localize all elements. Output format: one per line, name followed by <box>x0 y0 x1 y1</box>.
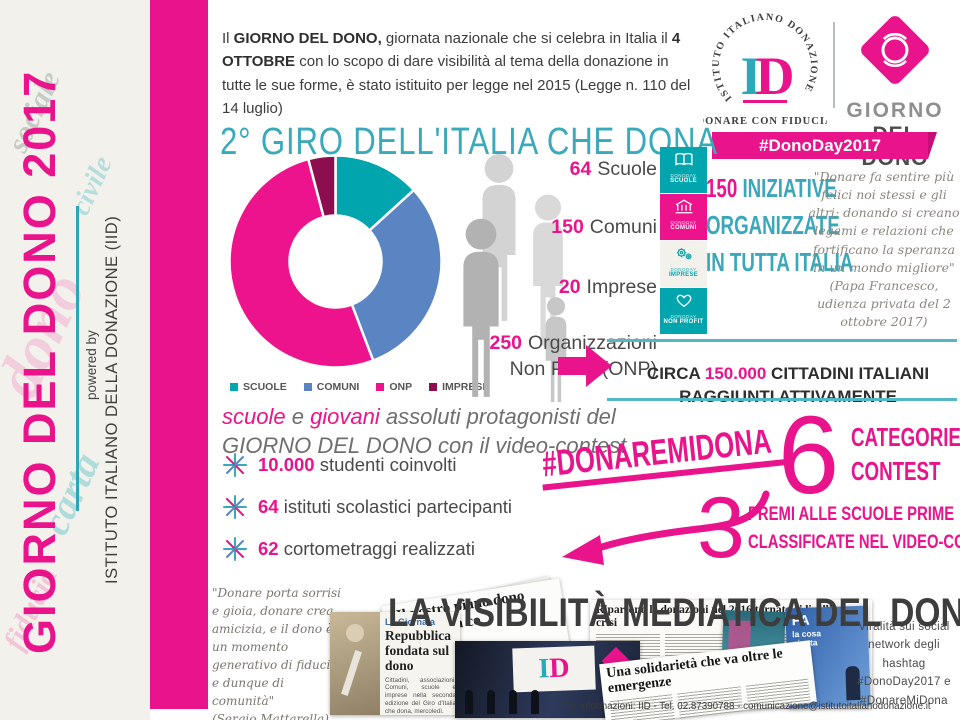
badge-donoday-imprese: DONODAY IMPRESE <box>660 241 707 287</box>
gears-icon <box>676 248 691 260</box>
footer-contact-info: Per informazioni: IID - Tel. 02.87390788… <box>562 701 931 712</box>
organization-name-vertical: ISTITUTO ITALIANO DELLA DONAZIONE (IID) <box>103 215 121 585</box>
contest-number-6: 6 <box>778 394 840 517</box>
teal-rule <box>607 339 957 342</box>
powered-by-label: powered by <box>84 330 99 400</box>
event-title-vertical: GIORNO DEL DONO 2017 <box>14 69 65 655</box>
donut-slice-onp <box>228 157 375 369</box>
iniziative-block: 150 INIZIATIVE ORGANIZZATE IN TUTTA ITAL… <box>706 173 854 277</box>
book-icon <box>674 152 693 166</box>
premi-label-line2: CLASSIFICATE NEL VIDEO-CONTEST <box>748 532 960 553</box>
gdd-logo-line1: GIORNO <box>846 99 944 122</box>
donaremidona-hashtag: #DONAREMIDONA <box>540 430 794 565</box>
donut-slice-imprese <box>307 154 337 219</box>
bullet-studenti: 10.000 studenti coinvolti <box>222 452 457 478</box>
asterisk-icon <box>223 453 247 477</box>
pope-quote-attribution: (Papa Francesco, udienza privata del 2 o… <box>817 277 951 329</box>
legend-swatch <box>376 383 385 391</box>
stage-backdrop: ID <box>512 645 596 693</box>
contest-label: CONTEST <box>851 456 941 486</box>
badge-donoday-scuole: DONODAY SCUOLE <box>660 147 707 193</box>
contest-number-3: 3 <box>697 480 745 576</box>
logo-separator <box>833 22 835 108</box>
participants-donut-chart <box>228 154 443 369</box>
right-arrow-icon <box>558 345 612 387</box>
clipping-kicker: La Giornata <box>385 617 436 627</box>
iid-logo: ISTITUTO ITALIANO DONAZIONE I D DONARE C… <box>703 12 827 127</box>
reach-statement: CIRCA 150.000 CITTADINI ITALIANI RAGGIUN… <box>646 364 930 406</box>
legend-item: ONP <box>376 381 412 393</box>
curved-arrow <box>586 490 770 555</box>
bank-icon <box>675 199 692 214</box>
stat-imprese: 20 Imprese <box>558 276 657 298</box>
bullet-cortometraggi: 62 cortometraggi realizzati <box>222 536 475 562</box>
premi-label-line1: PREMI ALLE SCUOLE PRIME <box>748 504 955 525</box>
badge-donoday-nonprofit: DONODAY NON PROFIT <box>660 288 707 334</box>
badge-donoday-comuni: DONODAY COMUNI <box>660 194 707 240</box>
giorno-del-dono-diamond-icon <box>861 16 929 84</box>
pope-francis-quote: "Donare fa sentire più felici noi stessi… <box>808 169 960 329</box>
left-sidebar: sociale dono civile carta fiducia GIORNO… <box>0 0 150 720</box>
legend-swatch <box>303 383 312 391</box>
donut-slice-comuni <box>350 188 443 362</box>
chart-legend: SCUOLE COMUNI ONP IMPRESE <box>230 381 489 393</box>
legend-item: COMUNI <box>303 381 359 393</box>
legend-item: SCUOLE <box>230 381 287 393</box>
mattarella-photo <box>330 612 380 715</box>
stat-comuni: 150 Comuni <box>551 216 657 238</box>
iid-monogram-d: D <box>756 46 795 106</box>
clipping-headline: Repubblica fondata sul dono <box>385 628 452 673</box>
newspaper-clipping-la-giornata: La Giornata Repubblica fondata sul dono … <box>330 612 460 715</box>
clipping-body: Cittadini, associazioni, Comuni, scuole … <box>385 676 456 715</box>
bullet-istituti: 64 istituti scolastici partecipanti <box>222 494 512 520</box>
iid-monogram-i: I <box>740 46 761 106</box>
media-section-title: LA VISIBILITÀ MEDIATICA DEL DONO <box>388 591 960 636</box>
asterisk-icon <box>223 537 247 561</box>
page-title: 2° GIRO DELL'ITALIA CHE DONA <box>220 121 718 164</box>
mattarella-quote: "Donare porta sorrisi e gioia, donare cr… <box>212 584 346 720</box>
legend-swatch <box>230 383 238 391</box>
intro-paragraph: Il GIORNO DEL DONO, giornata nazionale c… <box>222 30 691 117</box>
social-virality-note: Viralità sui social network degli hashta… <box>857 621 951 707</box>
asterisk-icon <box>223 495 247 519</box>
stat-scuole: 64 Scuole <box>569 158 657 180</box>
protagonists-line: scuole e giovani assoluti protagonisti d… <box>222 404 627 458</box>
categorie-label: CATEGORIE <box>851 422 960 452</box>
heart-icon <box>676 294 691 308</box>
legend-swatch <box>429 383 438 391</box>
donoday-hashtag-banner: #DonoDay2017 <box>712 132 937 159</box>
pink-accent-bar <box>150 0 208 709</box>
vertical-divider <box>76 206 79 511</box>
mattarella-quote-attribution: (Sergio Mattarella) <box>212 712 329 720</box>
iid-tagline: DONARE CON FIDUCIA <box>703 116 827 127</box>
donoday-badge-column: DONODAY SCUOLE DONODAY COMUNI DONODAY IMPRE… <box>660 147 707 335</box>
arrowhead <box>562 535 604 565</box>
teal-rule <box>607 398 957 401</box>
stage-people-silhouettes <box>465 690 539 714</box>
